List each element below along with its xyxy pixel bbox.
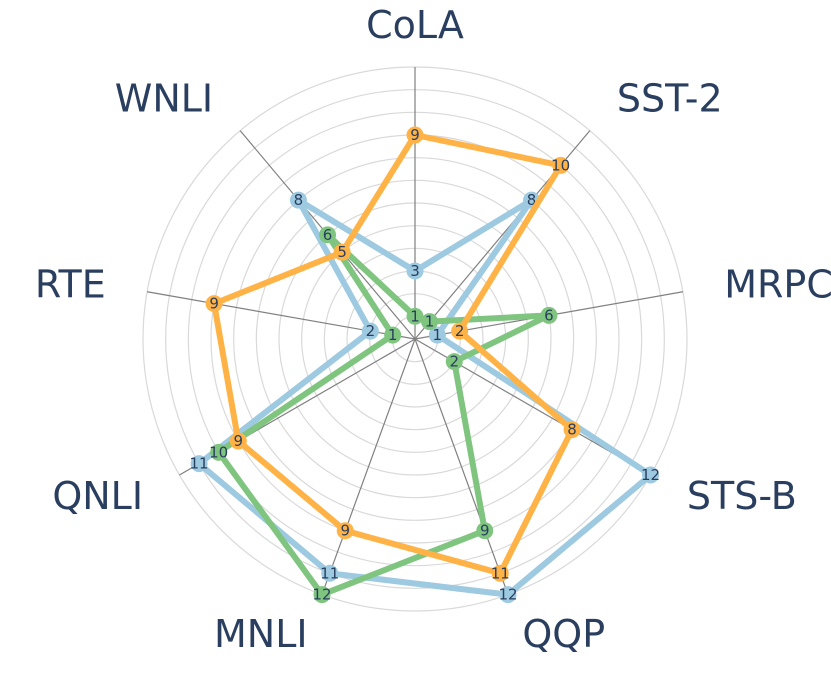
data-label: 9	[234, 432, 244, 450]
data-point	[406, 126, 424, 144]
axis-label-rte: RTE	[35, 262, 106, 306]
data-point	[313, 586, 331, 604]
data-point	[384, 326, 402, 344]
data-point	[476, 522, 494, 540]
data-point	[333, 243, 351, 261]
label-layer: CoLA SST-2 MRPC STS-B QQP MNLI QNLI RTE WNLI	[35, 3, 831, 656]
data-point	[421, 313, 439, 331]
data-point	[190, 455, 208, 473]
data-label: 1	[388, 326, 398, 344]
data-point	[336, 522, 354, 540]
data-label: 3	[410, 262, 420, 280]
data-point	[445, 353, 463, 371]
data-point	[319, 226, 337, 244]
data-label: 9	[209, 295, 219, 313]
data-point	[205, 295, 223, 313]
data-point	[499, 586, 517, 604]
data-label: 6	[323, 226, 333, 244]
data-point	[406, 307, 424, 325]
axis-label-qqp: QQP	[522, 612, 605, 656]
grid-layer	[142, 66, 688, 612]
data-point	[642, 466, 660, 484]
data-label: 9	[410, 126, 420, 144]
data-label: 10	[209, 443, 228, 461]
data-label: 2	[455, 322, 465, 340]
data-label: 12	[498, 586, 517, 604]
data-label: 9	[480, 522, 490, 540]
axis-label-cola: CoLA	[366, 3, 464, 47]
data-point	[552, 156, 570, 174]
data-label: 5	[337, 243, 347, 261]
data-label: 1	[410, 307, 420, 325]
data-label: 2	[449, 353, 459, 371]
axis-spoke	[414, 338, 509, 595]
data-label: 11	[190, 455, 209, 473]
data-label: 11	[491, 564, 510, 582]
data-label: 1	[425, 313, 435, 331]
data-point	[289, 191, 307, 209]
series-line-3	[211, 132, 575, 577]
series-line-2	[215, 231, 552, 598]
data-label: 8	[527, 191, 537, 209]
data-point	[563, 421, 581, 439]
data-label: 12	[641, 466, 660, 484]
data-label: 11	[320, 564, 339, 582]
data-label: 9	[340, 522, 350, 540]
data-point	[210, 443, 228, 461]
data-point	[361, 322, 379, 340]
axis-label-mnli: MNLI	[214, 612, 308, 656]
axis-label-wnli: WNLI	[115, 76, 213, 120]
data-label: 2	[366, 322, 376, 340]
data-label: 6	[544, 306, 554, 324]
data-point	[406, 262, 424, 280]
data-point	[491, 564, 509, 582]
data-point	[540, 306, 558, 324]
data-point	[428, 326, 446, 344]
data-point	[229, 432, 247, 450]
axis-label-mrpc: MRPC	[724, 262, 831, 306]
data-label: 12	[312, 586, 331, 604]
data-label: 8	[567, 421, 577, 439]
data-label: 8	[294, 191, 304, 209]
data-label: 10	[551, 156, 570, 174]
axis-label-qnli: QNLI	[52, 474, 143, 518]
data-point	[321, 564, 339, 582]
data-point	[451, 322, 469, 340]
axis-spoke	[321, 338, 416, 595]
axis-label-sts-b: STS-B	[687, 474, 797, 518]
series-line-1	[196, 197, 654, 598]
axis-label-sst-2: SST-2	[617, 76, 723, 120]
data-label: 1	[433, 326, 443, 344]
